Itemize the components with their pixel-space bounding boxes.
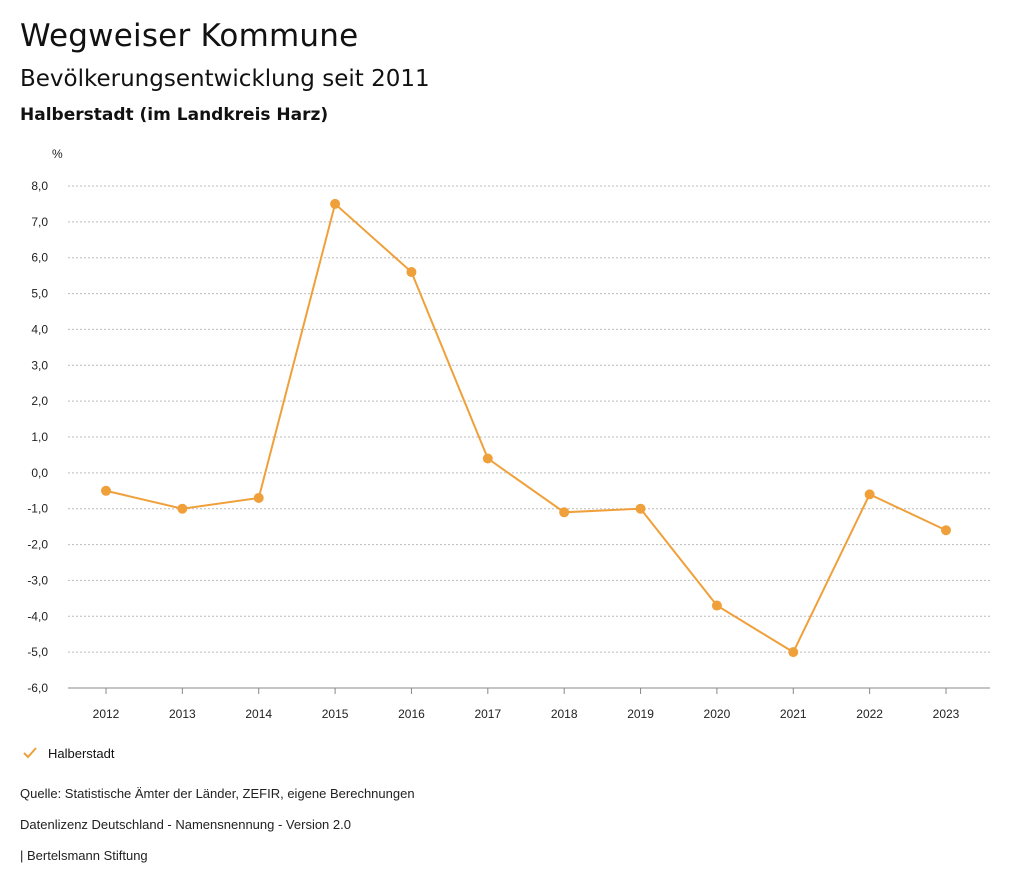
data-point — [788, 647, 799, 658]
x-tick-label: 2022 — [856, 707, 883, 721]
x-tick-label: 2015 — [322, 707, 349, 721]
y-tick-label: -2,0 — [27, 538, 48, 552]
line-chart: % 8,0 7,0 6,0 5,0 4,0 3,0 2,0 1,0 0,0 -1,0 -2,0 -3,0… — [27, 147, 990, 721]
chart-subtitle: Bevölkerungsentwicklung seit 2011 — [20, 66, 430, 92]
series-line — [105, 202, 947, 654]
y-tick-label: 5,0 — [31, 287, 48, 301]
x-tick-label: 2019 — [627, 707, 654, 721]
y-tick-label: 8,0 — [31, 179, 48, 193]
license-note: Datenlizenz Deutschland - Namensnennung … — [20, 817, 351, 832]
y-tick-label: -4,0 — [27, 609, 48, 623]
y-tick-label: -1,0 — [27, 502, 48, 516]
region-label: Halberstadt (im Landkreis Harz) — [20, 105, 329, 125]
y-tick-label: 7,0 — [31, 215, 48, 229]
data-point — [253, 492, 264, 503]
publisher-note: | Bertelsmann Stiftung — [20, 848, 148, 863]
y-tick-label: -3,0 — [27, 573, 48, 587]
x-tick-label: 2013 — [169, 707, 196, 721]
legend[interactable]: Halberstadt — [22, 745, 114, 761]
page-title: Wegweiser Kommune — [20, 18, 359, 54]
x-tick-label: 2014 — [245, 707, 272, 721]
x-tick-label: 2012 — [93, 707, 120, 721]
data-point — [101, 485, 111, 496]
x-tick-label: 2017 — [474, 707, 501, 721]
y-tick-label: 0,0 — [31, 466, 48, 480]
data-point — [330, 198, 341, 209]
y-tick-label: -6,0 — [27, 681, 48, 695]
y-tick-label: 3,0 — [31, 358, 48, 372]
x-tick-label: 2018 — [551, 707, 578, 721]
x-tick-label: 2023 — [933, 707, 960, 721]
x-tick-label: 2020 — [704, 707, 731, 721]
data-point — [559, 507, 570, 518]
data-point — [864, 489, 875, 500]
x-tick-label: 2021 — [780, 707, 807, 721]
y-tick-label: 6,0 — [31, 251, 48, 265]
data-point — [177, 503, 188, 514]
y-tick-label: 2,0 — [31, 394, 48, 408]
data-point — [482, 453, 493, 464]
y-tick-label: 4,0 — [31, 322, 48, 336]
data-point — [406, 267, 417, 278]
x-tick-label: 2016 — [398, 707, 425, 721]
data-point — [711, 600, 722, 611]
legend-label: Halberstadt — [48, 745, 115, 761]
data-point — [635, 503, 646, 514]
y-tick-label: 1,0 — [31, 430, 48, 444]
y-axis-unit-label: % — [52, 147, 63, 161]
data-point — [941, 525, 951, 536]
legend-check-icon — [23, 747, 37, 759]
y-tick-label: -5,0 — [27, 645, 48, 659]
source-note: Quelle: Statistische Ämter der Länder, Z… — [20, 786, 415, 801]
